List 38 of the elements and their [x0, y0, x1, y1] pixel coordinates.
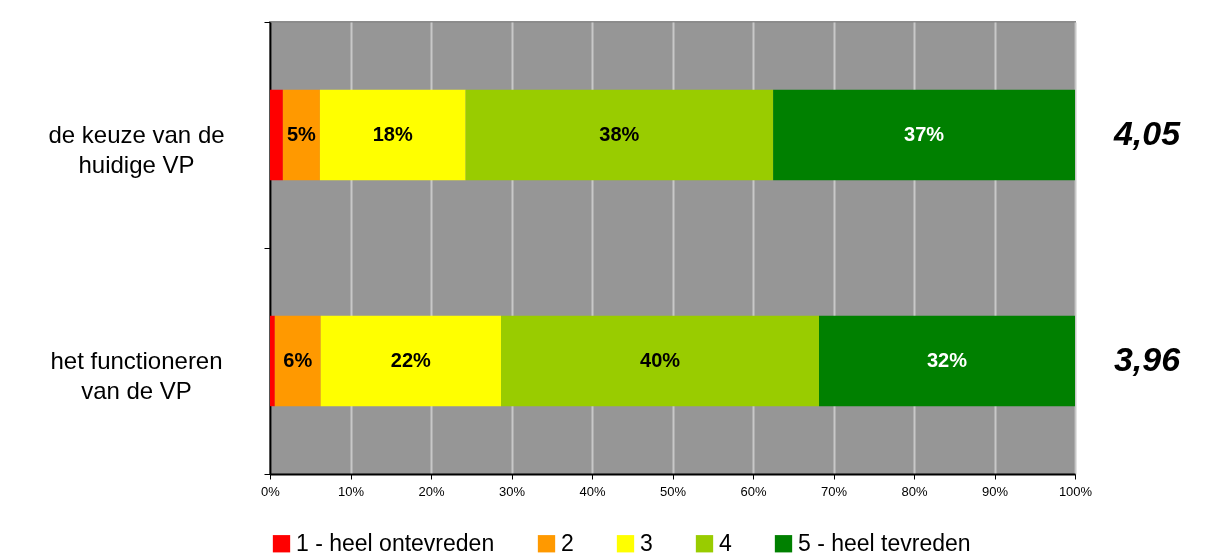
x-tick-label: 100% — [1058, 483, 1093, 499]
y-tick-label: de keuze van de huidige VP — [48, 120, 225, 178]
data-label: 38% — [599, 123, 640, 145]
bar — [819, 315, 1075, 407]
data-label: 22% — [390, 349, 432, 371]
data-label: 18% — [372, 123, 413, 145]
text: 3,96 — [1113, 340, 1182, 378]
legend-label: 1 - heel ontevreden — [296, 529, 495, 556]
data-label: 32% — [926, 349, 968, 371]
x-tick-label: 50% — [659, 483, 687, 499]
legend-label: 5 - heel tevreden — [798, 529, 971, 556]
bar — [319, 89, 466, 181]
bar — [282, 89, 320, 181]
x-tick-label: 60% — [740, 483, 767, 499]
x-tick-label: 10% — [337, 483, 365, 499]
bar — [274, 315, 321, 407]
x-tick-label: 20% — [418, 483, 445, 499]
bar — [270, 315, 275, 407]
legend-label: 3 — [640, 529, 653, 556]
bar — [465, 89, 774, 181]
data-label: 37% — [904, 123, 945, 145]
x-tick-label: 30% — [498, 483, 526, 499]
bar — [270, 89, 283, 181]
data-label: 5% — [286, 123, 317, 145]
data-label: 40% — [640, 349, 681, 371]
text: 4,05 — [1112, 114, 1182, 152]
x-tick-label: 0% — [261, 483, 281, 499]
x-tick-label: 90% — [981, 483, 1009, 499]
legend-label: 2 — [561, 529, 574, 556]
data-label: 6% — [283, 349, 313, 371]
bar — [320, 315, 502, 407]
x-tick-label: 70% — [820, 483, 848, 499]
x-tick-label: 40% — [579, 483, 606, 499]
x-tick-label: 80% — [901, 483, 928, 499]
bar — [773, 89, 1075, 181]
bar — [501, 315, 820, 407]
legend-label: 4 — [719, 529, 732, 556]
y-tick-label: het functioneren van de VP — [50, 346, 223, 404]
